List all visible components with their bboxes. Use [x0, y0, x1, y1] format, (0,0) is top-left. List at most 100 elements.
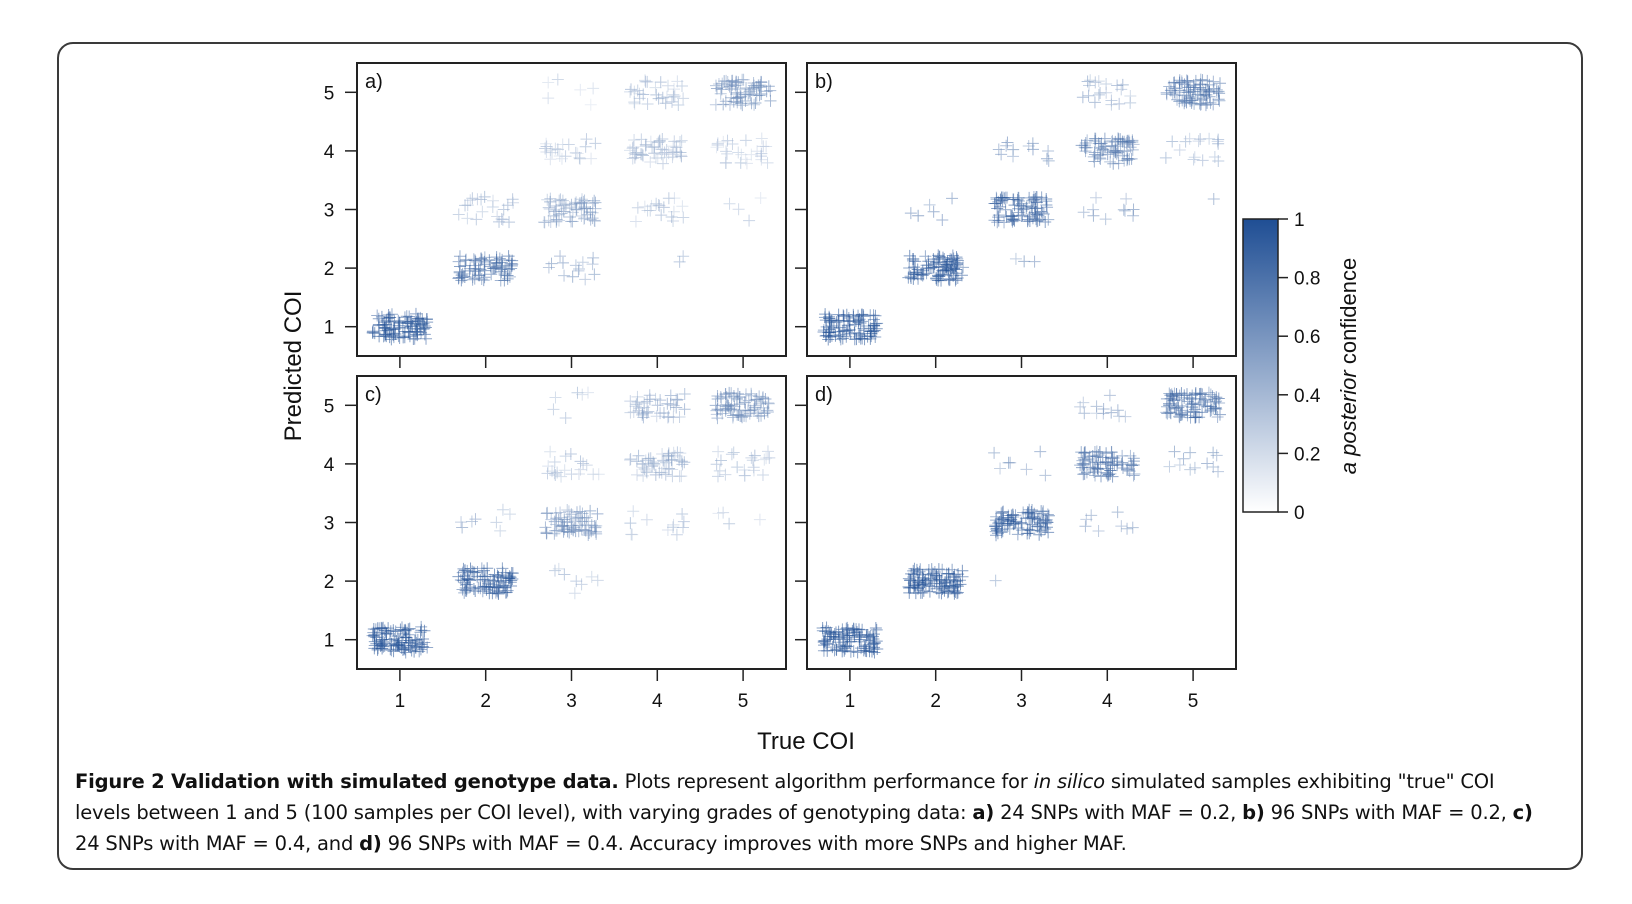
data-point	[1114, 133, 1127, 146]
data-point	[503, 270, 516, 283]
data-point	[1173, 143, 1186, 156]
data-point	[857, 322, 870, 335]
y-tick-label: 2	[324, 259, 335, 280]
data-point	[1203, 90, 1216, 103]
data-point	[675, 470, 688, 483]
x-tick-label: 1	[845, 691, 856, 712]
data-point	[1124, 89, 1137, 102]
data-point	[914, 563, 927, 576]
data-point	[544, 445, 557, 458]
data-point	[951, 271, 964, 284]
data-point	[1035, 191, 1048, 204]
data-point	[1000, 191, 1013, 204]
data-point	[947, 252, 960, 265]
data-point	[848, 629, 861, 642]
data-point	[711, 389, 724, 402]
data-point	[723, 197, 736, 210]
data-point	[491, 210, 504, 223]
data-point	[1196, 154, 1209, 167]
data-point	[925, 572, 938, 585]
data-point	[951, 580, 964, 593]
data-point	[851, 626, 864, 639]
data-point	[1211, 411, 1224, 424]
panel-c-points	[366, 386, 776, 659]
data-point	[727, 446, 740, 459]
data-point	[745, 97, 758, 110]
data-point	[667, 91, 680, 104]
data-point	[566, 270, 579, 283]
data-point	[481, 562, 494, 575]
data-point	[956, 570, 969, 583]
x-tick-label: 3	[1016, 691, 1027, 712]
data-point	[641, 98, 654, 111]
data-point	[639, 139, 652, 152]
data-point	[1089, 76, 1102, 89]
data-point	[1184, 80, 1196, 93]
data-point	[919, 250, 932, 263]
data-point	[1039, 469, 1052, 482]
data-point	[1210, 85, 1223, 98]
x-tick-label: 2	[930, 691, 941, 712]
panel-b-points	[817, 73, 1227, 346]
data-point	[554, 250, 567, 263]
data-point	[649, 81, 662, 94]
data-point	[940, 567, 953, 580]
data-point	[584, 98, 597, 111]
caption-figure-label: Figure 2 Validation with simulated genot…	[75, 770, 619, 793]
data-point	[750, 393, 763, 406]
data-point	[421, 641, 434, 654]
data-point	[1000, 139, 1013, 152]
data-point	[469, 585, 482, 598]
data-point	[641, 75, 654, 88]
data-point	[626, 142, 639, 155]
data-point	[752, 410, 765, 423]
data-point	[925, 563, 938, 576]
caption-panel-d: d)	[359, 832, 382, 855]
data-point	[827, 633, 840, 646]
data-point	[485, 268, 498, 281]
data-point	[585, 152, 598, 165]
data-point	[1021, 215, 1034, 228]
data-point	[376, 638, 389, 651]
data-point	[1171, 93, 1184, 106]
data-point	[559, 450, 572, 463]
data-point	[548, 455, 561, 468]
data-point	[1088, 96, 1101, 109]
data-point	[732, 146, 745, 159]
data-point	[1023, 503, 1036, 516]
data-point	[486, 262, 499, 275]
data-point	[833, 328, 846, 341]
data-point	[1164, 392, 1177, 405]
data-point	[1111, 506, 1124, 519]
data-point	[825, 628, 838, 641]
data-point	[869, 317, 882, 330]
data-point	[541, 467, 554, 480]
data-point	[453, 250, 466, 263]
data-point	[938, 264, 951, 277]
y-tick-label: 5	[324, 83, 335, 104]
data-point	[1194, 73, 1207, 86]
data-point	[720, 145, 733, 158]
data-point	[1178, 78, 1191, 91]
data-point	[1015, 197, 1028, 210]
data-point	[490, 516, 503, 529]
figure-frame	[57, 42, 1583, 870]
data-point	[572, 264, 585, 277]
data-point	[1001, 136, 1014, 149]
data-point	[714, 87, 727, 100]
data-point	[756, 468, 769, 481]
data-point	[902, 271, 915, 284]
data-point	[1082, 89, 1095, 102]
data-point	[671, 394, 684, 407]
data-point	[656, 157, 669, 170]
data-point	[1078, 467, 1091, 480]
data-point	[1210, 403, 1223, 416]
data-point	[654, 143, 667, 156]
data-point	[1159, 151, 1172, 164]
data-point	[837, 309, 850, 322]
data-point	[755, 132, 768, 145]
data-point	[1184, 90, 1197, 103]
data-point	[1175, 408, 1188, 421]
data-point	[998, 519, 1011, 532]
data-point	[417, 633, 430, 646]
